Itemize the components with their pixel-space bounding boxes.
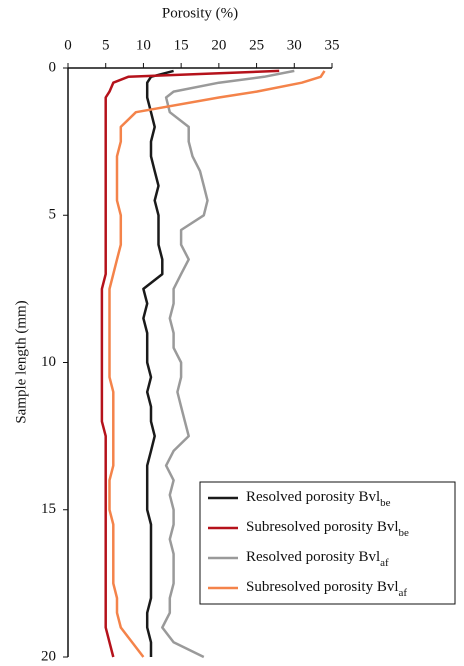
- x-tick-label: 20: [211, 37, 226, 53]
- x-tick-label: 25: [249, 37, 264, 53]
- series-line: [100, 69, 280, 658]
- legend-name: Subresolved porosity Bvl: [246, 519, 399, 535]
- legend-label: Subresolved porosity Bvlbe: [246, 519, 409, 538]
- y-tick-label: 20: [41, 648, 56, 661]
- legend-name: Resolved porosity Bvl: [246, 549, 380, 565]
- y-tick-label: 0: [49, 59, 57, 75]
- y-tick-label: 15: [41, 501, 56, 517]
- y-axis-label: Sample length (mm): [13, 300, 29, 423]
- legend-label: Subresolved porosity Bvlaf: [246, 579, 407, 598]
- x-tick-label: 0: [64, 37, 72, 53]
- series-line: [161, 69, 295, 659]
- y-tick-label: 10: [41, 354, 56, 370]
- x-tick-label: 15: [174, 37, 189, 53]
- x-tick-label: 10: [136, 37, 151, 53]
- x-tick-label: 35: [325, 37, 340, 53]
- legend-label: Resolved porosity Bvlaf: [246, 549, 389, 568]
- legend-subscript: af: [380, 557, 389, 569]
- series-line: [142, 69, 174, 657]
- legend-box: [199, 481, 456, 605]
- legend-name: Subresolved porosity Bvl: [246, 579, 399, 595]
- x-axis-label: Porosity (%): [162, 5, 238, 21]
- x-tick-label: 30: [287, 37, 302, 53]
- legend-label: Resolved porosity Bvlbe: [246, 489, 391, 508]
- legend-name: Resolved porosity Bvl: [246, 489, 380, 505]
- series-line: [108, 70, 326, 658]
- x-tick-label: 5: [102, 37, 110, 53]
- legend-subscript: af: [399, 587, 408, 599]
- legend-subscript: be: [399, 527, 410, 539]
- y-tick-label: 5: [49, 207, 57, 223]
- legend-subscript: be: [380, 497, 391, 509]
